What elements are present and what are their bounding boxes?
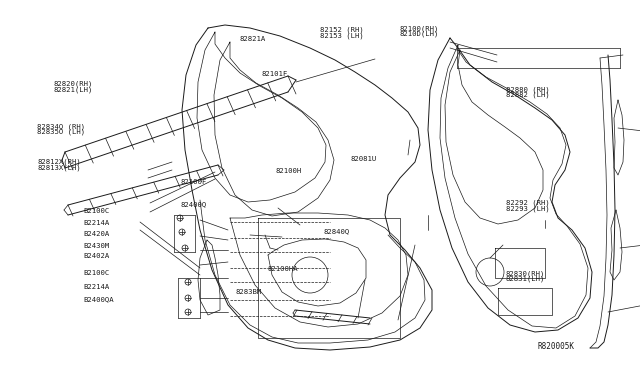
- Text: 82100HA: 82100HA: [268, 266, 298, 272]
- Text: 8210D(LH): 8210D(LH): [400, 31, 440, 38]
- Text: R820005K: R820005K: [538, 342, 575, 351]
- Text: 82101F: 82101F: [261, 71, 287, 77]
- Text: 82834Q (RH): 82834Q (RH): [37, 123, 85, 130]
- Text: 82100H: 82100H: [275, 168, 301, 174]
- Text: B2430M: B2430M: [83, 243, 109, 248]
- Text: 82831(LH): 82831(LH): [506, 276, 545, 282]
- Text: 82100(RH): 82100(RH): [400, 26, 440, 32]
- Text: 82292 (RH): 82292 (RH): [506, 199, 549, 206]
- Text: 82100F: 82100F: [180, 179, 207, 185]
- Text: 8283BM: 8283BM: [236, 289, 262, 295]
- Text: 82830(RH): 82830(RH): [506, 270, 545, 277]
- Text: 82821(LH): 82821(LH): [53, 86, 93, 93]
- Text: 82835O (LH): 82835O (LH): [37, 129, 85, 135]
- Text: B2100C: B2100C: [83, 208, 109, 214]
- Text: B2214A: B2214A: [83, 284, 109, 290]
- Text: 82820(RH): 82820(RH): [53, 80, 93, 87]
- Text: B2100C: B2100C: [83, 270, 109, 276]
- Text: 82812X(RH): 82812X(RH): [37, 158, 81, 165]
- Text: B2402A: B2402A: [83, 253, 109, 259]
- Text: 82840Q: 82840Q: [323, 228, 349, 234]
- Text: 82813X(LH): 82813X(LH): [37, 164, 81, 171]
- Text: 82821A: 82821A: [240, 36, 266, 42]
- Text: 82880 (RH): 82880 (RH): [506, 86, 549, 93]
- Text: 82293 (LH): 82293 (LH): [506, 205, 549, 212]
- Text: 82400Q: 82400Q: [180, 201, 207, 207]
- Text: 82153 (LH): 82153 (LH): [320, 32, 364, 39]
- Text: B2214A: B2214A: [83, 220, 109, 226]
- Text: 82882 (LH): 82882 (LH): [506, 92, 549, 98]
- Text: B2420A: B2420A: [83, 231, 109, 237]
- Text: 82081U: 82081U: [351, 156, 377, 162]
- Text: 82152 (RH): 82152 (RH): [320, 26, 364, 33]
- Text: B2400QA: B2400QA: [83, 296, 114, 302]
